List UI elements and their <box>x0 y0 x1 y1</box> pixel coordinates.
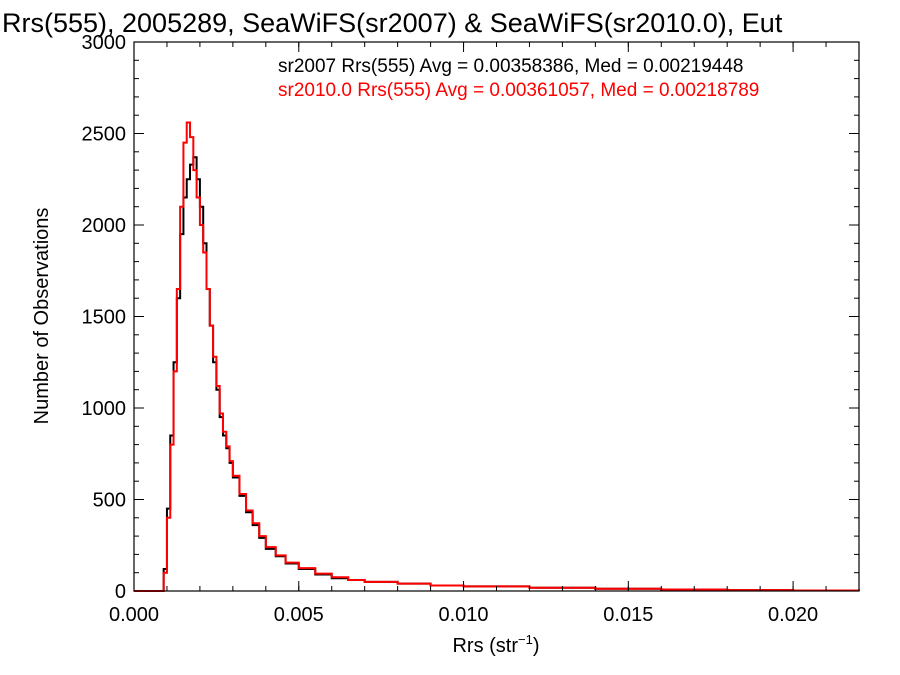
y-axis-label: Number of Observations <box>31 208 53 425</box>
x-axis-label-sup: −1 <box>518 632 533 647</box>
y-tick-label: 500 <box>93 490 126 512</box>
annotation-sr2010: sr2010.0 Rrs(555) Avg = 0.00361057, Med … <box>278 80 759 101</box>
series-line-0 <box>134 156 860 592</box>
y-tick-label: 3000 <box>82 32 127 54</box>
chart-title: Rrs(555), 2005289, SeaWiFS(sr2007) & Sea… <box>2 8 783 38</box>
y-tick-label: 2000 <box>82 215 127 237</box>
x-tick-label: 0.010 <box>439 604 489 626</box>
x-axis-label: Rrs (str−1) <box>452 632 539 657</box>
y-tick-label: 1000 <box>82 398 127 420</box>
plot-frame <box>133 41 860 592</box>
y-tick-label: 0 <box>115 581 126 603</box>
x-tick-label: 0.015 <box>603 604 653 626</box>
annotation-sr2007: sr2007 Rrs(555) Avg = 0.00358386, Med = … <box>278 56 744 77</box>
y-tick-label: 1500 <box>82 307 127 329</box>
y-tick-label: 2500 <box>82 124 127 146</box>
x-tick-label: 0.005 <box>274 604 324 626</box>
tick-layer: 0.000 0.005 0.010 0.015 0.020 0 500 1000 1500 200… <box>82 32 860 626</box>
x-axis-label-main: Rrs (str <box>452 635 518 657</box>
x-tick-label: 0.020 <box>768 604 818 626</box>
x-tick-label: 0.000 <box>109 604 159 626</box>
series-line-1 <box>134 121 860 592</box>
series-layer <box>134 121 860 592</box>
x-axis-label-close: ) <box>533 635 540 657</box>
